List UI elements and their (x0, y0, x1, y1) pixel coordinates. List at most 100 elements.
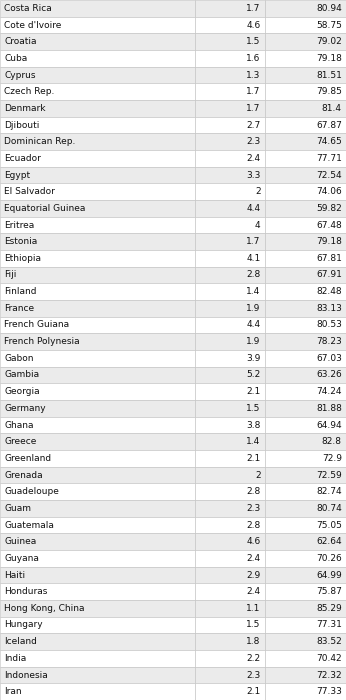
Bar (265, 50, 346, 66)
Bar (265, 517, 346, 533)
Bar (0, 350, 195, 367)
Text: 2.7: 2.7 (246, 120, 261, 130)
Bar (195, 467, 265, 483)
Bar (265, 650, 346, 666)
Bar (265, 66, 346, 83)
Text: 2.8: 2.8 (246, 270, 261, 279)
Bar (195, 267, 265, 284)
Bar (0, 0, 195, 17)
Bar (195, 600, 265, 617)
Text: 2: 2 (255, 187, 261, 196)
Text: 5.2: 5.2 (246, 370, 261, 379)
Bar (265, 416, 346, 433)
Bar (265, 167, 346, 183)
Text: Iceland: Iceland (4, 637, 37, 646)
Text: Grenada: Grenada (4, 470, 43, 480)
Bar (195, 550, 265, 567)
Text: Ghana: Ghana (4, 421, 34, 430)
Text: Costa Rica: Costa Rica (4, 4, 52, 13)
Bar (265, 217, 346, 233)
Text: Egypt: Egypt (4, 171, 30, 179)
Bar (195, 416, 265, 433)
Bar (0, 250, 195, 267)
Bar (265, 316, 346, 333)
Bar (195, 17, 265, 34)
Bar (0, 467, 195, 483)
Text: 2.3: 2.3 (246, 671, 261, 680)
Bar (265, 183, 346, 200)
Text: 70.42: 70.42 (316, 654, 342, 663)
Text: Haiti: Haiti (4, 570, 25, 580)
Text: Gabon: Gabon (4, 354, 34, 363)
Text: 72.54: 72.54 (316, 171, 342, 179)
Text: India: India (4, 654, 26, 663)
Text: Germany: Germany (4, 404, 46, 413)
Bar (195, 217, 265, 233)
Bar (0, 384, 195, 400)
Text: 83.52: 83.52 (316, 637, 342, 646)
Text: 1.7: 1.7 (246, 4, 261, 13)
Bar (0, 150, 195, 167)
Text: 67.91: 67.91 (316, 270, 342, 279)
Bar (265, 300, 346, 316)
Bar (0, 450, 195, 467)
Bar (195, 634, 265, 650)
Bar (0, 583, 195, 600)
Text: 2.3: 2.3 (246, 137, 261, 146)
Bar (265, 500, 346, 517)
Bar (195, 500, 265, 517)
Bar (195, 0, 265, 17)
Bar (0, 117, 195, 133)
Bar (265, 433, 346, 450)
Text: 2.8: 2.8 (246, 521, 261, 529)
Bar (195, 683, 265, 700)
Text: 79.18: 79.18 (316, 237, 342, 246)
Bar (265, 133, 346, 150)
Text: 1.5: 1.5 (246, 404, 261, 413)
Bar (195, 150, 265, 167)
Bar (195, 350, 265, 367)
Text: 80.94: 80.94 (316, 4, 342, 13)
Bar (0, 500, 195, 517)
Bar (0, 600, 195, 617)
Text: 58.75: 58.75 (316, 20, 342, 29)
Bar (265, 350, 346, 367)
Bar (265, 367, 346, 384)
Bar (195, 517, 265, 533)
Bar (265, 117, 346, 133)
Bar (265, 233, 346, 250)
Text: 4.4: 4.4 (246, 204, 261, 213)
Bar (195, 316, 265, 333)
Bar (265, 533, 346, 550)
Bar (195, 450, 265, 467)
Text: Greenland: Greenland (4, 454, 51, 463)
Bar (265, 617, 346, 634)
Bar (195, 533, 265, 550)
Text: Eritrea: Eritrea (4, 220, 34, 230)
Bar (0, 100, 195, 117)
Text: 3.8: 3.8 (246, 421, 261, 430)
Bar (0, 634, 195, 650)
Bar (195, 666, 265, 683)
Text: Guam: Guam (4, 504, 31, 513)
Text: Guatemala: Guatemala (4, 521, 54, 529)
Bar (0, 483, 195, 500)
Bar (195, 83, 265, 100)
Bar (0, 517, 195, 533)
Text: 74.06: 74.06 (316, 187, 342, 196)
Bar (195, 367, 265, 384)
Bar (195, 200, 265, 217)
Text: 1.7: 1.7 (246, 104, 261, 113)
Bar (0, 83, 195, 100)
Bar (265, 284, 346, 300)
Bar (265, 267, 346, 284)
Text: 2: 2 (255, 470, 261, 480)
Bar (0, 333, 195, 350)
Text: 1.4: 1.4 (246, 287, 261, 296)
Text: 72.32: 72.32 (316, 671, 342, 680)
Text: 77.31: 77.31 (316, 620, 342, 629)
Bar (265, 567, 346, 583)
Text: Indonesia: Indonesia (4, 671, 48, 680)
Bar (195, 567, 265, 583)
Bar (195, 66, 265, 83)
